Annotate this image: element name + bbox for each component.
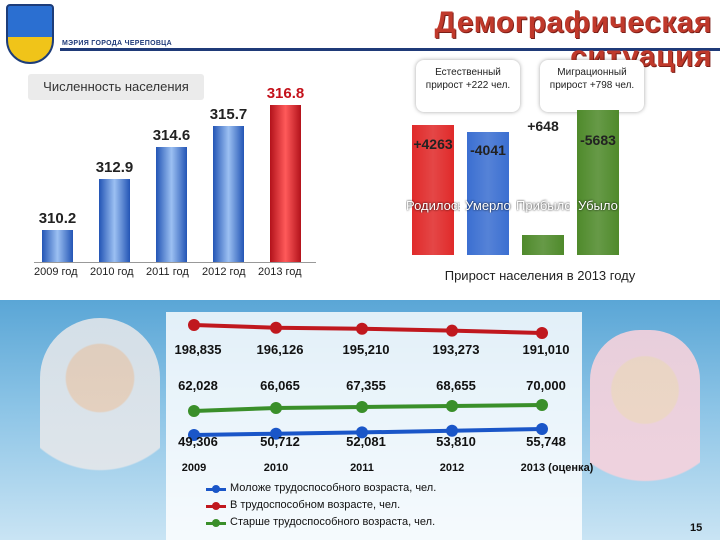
age-series-point xyxy=(356,426,368,439)
population-bar xyxy=(270,105,301,262)
growth-bar xyxy=(412,125,454,255)
population-bar xyxy=(156,146,187,262)
population-category-label: 2012 год xyxy=(202,266,246,278)
age-value-label: 49,306 xyxy=(178,434,218,449)
growth-bar xyxy=(467,131,509,255)
age-value-label: 53,810 xyxy=(436,434,476,449)
population-category-label: 2010 год xyxy=(90,266,134,278)
mother-child-photo xyxy=(590,330,700,530)
age-year-label: 2013 (оценка) xyxy=(520,462,594,474)
coat-of-arms-logo xyxy=(6,4,54,64)
age-series-point xyxy=(446,400,458,413)
population-category-label: 2009 год xyxy=(34,266,78,278)
population-bar xyxy=(42,229,73,262)
legend-marker-dot xyxy=(212,519,220,527)
age-year-label: 2009 xyxy=(181,462,207,474)
natural-growth-callout: Естественный прирост +222 чел. xyxy=(416,60,520,112)
growth-category-label: Убыло xyxy=(578,198,618,213)
age-series-line xyxy=(193,323,543,335)
population-value-label: 314.6 xyxy=(152,126,191,144)
population-axis-line xyxy=(34,262,316,263)
age-value-label: 191,010 xyxy=(522,342,570,357)
age-year-label: 2010 xyxy=(263,462,289,474)
migration-growth-callout: Миграционный прирост +798 чел. xyxy=(540,60,644,112)
page-number: 15 xyxy=(690,522,703,534)
growth-category-label: Умерло xyxy=(465,198,511,213)
header-band xyxy=(0,0,720,70)
age-series-point xyxy=(536,327,548,339)
logo-caption: МЭРИЯ ГОРОДА ЧЕРЕПОВЦА xyxy=(62,40,172,47)
growth-chart-caption: Прирост населения в 2013 году xyxy=(444,268,636,283)
legend-marker-dot xyxy=(212,502,220,510)
age-value-label: 195,210 xyxy=(342,342,390,357)
header-divider xyxy=(60,48,720,51)
age-series-point xyxy=(356,400,368,413)
population-value-label: 312.9 xyxy=(95,158,134,176)
legend-item-label: Моложе трудоспособного возраста, чел. xyxy=(230,482,437,494)
line-chart-panel xyxy=(166,312,582,540)
age-series-point xyxy=(270,427,282,440)
father-child-photo xyxy=(40,318,160,518)
age-series-line xyxy=(193,403,543,413)
age-series-point xyxy=(188,405,200,417)
age-series-point xyxy=(188,319,200,331)
age-value-label: 50,712 xyxy=(260,434,300,449)
age-series-point xyxy=(446,324,458,337)
age-year-label: 2011 xyxy=(350,462,374,474)
age-value-label: 70,000 xyxy=(526,378,566,393)
growth-value-label: -4041 xyxy=(470,142,506,158)
population-category-label: 2011 год xyxy=(146,266,189,278)
age-value-label: 66,065 xyxy=(260,378,300,393)
age-value-label: 62,028 xyxy=(178,378,218,393)
age-value-label: 198,835 xyxy=(174,342,222,357)
population-category-label: 2013 год xyxy=(258,266,302,278)
age-value-label: 193,273 xyxy=(432,342,480,357)
age-series-point xyxy=(536,423,548,435)
legend-marker-dot xyxy=(212,485,220,493)
age-value-label: 67,355 xyxy=(346,378,386,393)
growth-bar-chart: +4263 Родилось -4041 Умерло +648 Прибыло -5683… xyxy=(360,0,720,290)
age-series-point xyxy=(270,321,282,334)
age-series-point xyxy=(446,424,458,437)
population-value-label: 316.8 xyxy=(266,85,305,103)
growth-category-label: Прибыло xyxy=(516,198,570,213)
age-year-label: 2012 xyxy=(439,462,465,474)
population-chart-label: Численность населения xyxy=(43,79,189,94)
age-series-point xyxy=(270,401,282,414)
age-value-label: 55,748 xyxy=(526,434,566,449)
age-value-label: 196,126 xyxy=(256,342,304,357)
population-bar xyxy=(213,126,244,262)
age-value-label: 68,655 xyxy=(436,378,476,393)
growth-value-label: -5683 xyxy=(580,132,616,148)
growth-bar xyxy=(522,235,564,255)
legend-item-label: В трудоспособном возрасте, чел. xyxy=(230,499,401,511)
legend-item-label: Старше трудоспособного возраста, чел. xyxy=(230,516,436,528)
age-series-point xyxy=(356,322,368,335)
population-value-label: 315.7 xyxy=(209,106,248,123)
population-label-box xyxy=(28,74,204,100)
age-series-point xyxy=(188,429,200,441)
age-value-label: 52,081 xyxy=(346,434,386,449)
growth-value-label: +4263 xyxy=(413,136,453,152)
age-series-point xyxy=(536,399,548,411)
population-bar-chart: 310.2 2009 год 312.9 2010 год 314.6 2011 год 3… xyxy=(0,0,360,290)
population-bar xyxy=(99,178,130,262)
growth-category-label: Родилось xyxy=(406,198,460,213)
growth-bar xyxy=(577,110,619,255)
growth-value-label: +648 xyxy=(527,118,559,134)
population-value-label: 310.2 xyxy=(38,209,77,227)
